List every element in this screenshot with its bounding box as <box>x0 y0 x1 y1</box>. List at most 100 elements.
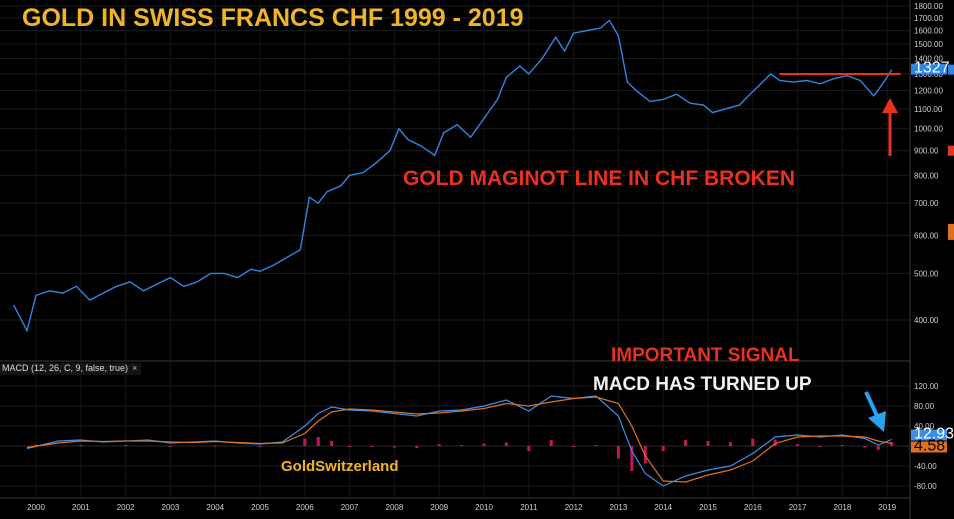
last-value-tags: 1327.01 12.934.58 <box>911 60 954 455</box>
year-tick-label: 2010 <box>475 503 493 512</box>
histogram-bar <box>330 441 334 446</box>
histogram-bar <box>876 446 880 450</box>
macd-tick-label: -80.00 <box>914 482 937 491</box>
year-tick-label: 2013 <box>610 503 628 512</box>
price-series-line <box>12 19 893 333</box>
histogram-bar <box>213 445 217 447</box>
price-tick-label: 800.00 <box>914 171 939 180</box>
value-tag-box <box>911 63 947 75</box>
histogram-bar <box>527 446 531 451</box>
year-tick-label: 2012 <box>565 503 583 512</box>
price-tick-label: 400.00 <box>914 316 939 325</box>
histogram-bar <box>773 439 777 446</box>
macd-tick-label: 80.00 <box>914 402 935 411</box>
price-tick-label: 1000.00 <box>914 125 943 134</box>
histogram-bar <box>661 446 665 451</box>
histogram-bar <box>751 438 755 446</box>
close-icon[interactable]: × <box>132 363 138 373</box>
histogram-bar <box>392 446 396 448</box>
edge-marker <box>948 223 954 240</box>
year-tick-label: 2006 <box>296 503 314 512</box>
macd-axis-ticks: 120.00 80.00 40.00 -40.00 -80.00 <box>914 382 939 491</box>
red-arrow-head <box>882 98 898 113</box>
macd-annotation: MACD HAS TURNED UP <box>593 374 812 395</box>
histogram-bar <box>168 446 172 447</box>
histogram-bar <box>415 446 419 448</box>
year-tick-label: 2018 <box>834 503 852 512</box>
histogram-bar <box>630 446 634 471</box>
year-tick-label: 2015 <box>699 503 717 512</box>
price-tick-label: 700.00 <box>914 199 939 208</box>
price-tick-label: 900.00 <box>914 147 939 156</box>
year-tick-label: 2008 <box>386 503 404 512</box>
histogram-bar <box>890 442 894 446</box>
histogram-bar <box>818 446 822 447</box>
year-tick-label: 2009 <box>430 503 448 512</box>
histogram-bar <box>728 442 732 446</box>
brand-watermark: GoldSwitzerland <box>281 458 399 475</box>
histogram-bar <box>482 443 486 446</box>
price-tick-label: 1500.00 <box>914 40 943 49</box>
histogram-bar <box>840 445 844 446</box>
year-tick-label: 2011 <box>520 503 538 512</box>
edge-marker <box>948 145 954 156</box>
histogram-bar <box>616 446 620 459</box>
value-tag-label: 4.58 <box>914 438 945 455</box>
signal-series-line <box>26 396 892 483</box>
blue-arrow-head <box>868 411 886 432</box>
histogram-bar <box>34 444 38 446</box>
year-tick-label: 2004 <box>206 503 224 512</box>
histogram-bar <box>303 438 307 446</box>
year-tick-label: 2000 <box>27 503 45 512</box>
value-tag-label: 12.93 <box>914 426 954 443</box>
price-tick-label: 1800.00 <box>914 2 943 11</box>
histogram-bar <box>460 445 464 446</box>
value-tag-box <box>911 441 947 453</box>
histogram-bar <box>706 441 710 446</box>
blue-down-arrow <box>864 391 886 432</box>
price-tick-label: 500.00 <box>914 269 939 278</box>
value-tag-label: 1327.01 <box>914 60 954 77</box>
year-tick-label: 2005 <box>251 503 269 512</box>
histogram-bar <box>79 445 83 446</box>
histogram-bar <box>796 444 800 446</box>
indicator-label[interactable]: MACD (12, 26, C, 9, false, true) × <box>0 363 142 375</box>
histogram-bar <box>348 446 352 447</box>
maginot-annotation: GOLD MAGINOT LINE IN CHF BROKEN <box>403 167 795 190</box>
indicator-label-text: MACD (12, 26, C, 9, false, true) <box>2 363 129 373</box>
histogram-bar <box>684 440 688 446</box>
histogram-bar <box>549 440 553 446</box>
price-tick-label: 1600.00 <box>914 27 943 36</box>
price-tick-label: 600.00 <box>914 231 939 240</box>
chart-title: GOLD IN SWISS FRANCS CHF 1999 - 2019 <box>22 4 524 32</box>
year-tick-label: 2014 <box>654 503 672 512</box>
value-tag-box <box>911 429 947 441</box>
price-axis-ticks: 400.00 500.00 600.00 700.00 800.00 900.00 1000… <box>914 2 943 325</box>
price-tick-label: 1700.00 <box>914 14 943 23</box>
signal-annotation: IMPORTANT SIGNAL <box>611 345 800 366</box>
histogram-bar <box>437 444 441 446</box>
histogram-bar <box>124 445 128 446</box>
histogram-bar <box>370 446 374 447</box>
red-up-arrow <box>882 98 898 156</box>
macd-tick-label: 40.00 <box>914 422 935 431</box>
price-gridlines <box>0 0 910 498</box>
histogram-bar <box>316 437 320 446</box>
year-tick-label: 2017 <box>789 503 807 512</box>
edge-marker <box>948 64 954 75</box>
price-tick-label: 1200.00 <box>914 87 943 96</box>
year-tick-label: 2001 <box>72 503 90 512</box>
macd-tick-label: 120.00 <box>914 382 939 391</box>
year-tick-label: 2002 <box>117 503 135 512</box>
histogram-bar <box>863 446 867 448</box>
price-tick-label: 1100.00 <box>914 105 943 114</box>
year-tick-label: 2003 <box>162 503 180 512</box>
price-tick-label: 1400.00 <box>914 54 943 63</box>
time-axis-ticks: 2000 2001 2002 2003 2004 2005 2006 2007 2008 2009… <box>27 503 897 512</box>
blue-arrow-shaft <box>864 391 880 419</box>
year-tick-label: 2019 <box>878 503 896 512</box>
year-tick-label: 2007 <box>341 503 359 512</box>
histogram-bar <box>594 445 598 446</box>
histogram-bar <box>258 446 262 447</box>
